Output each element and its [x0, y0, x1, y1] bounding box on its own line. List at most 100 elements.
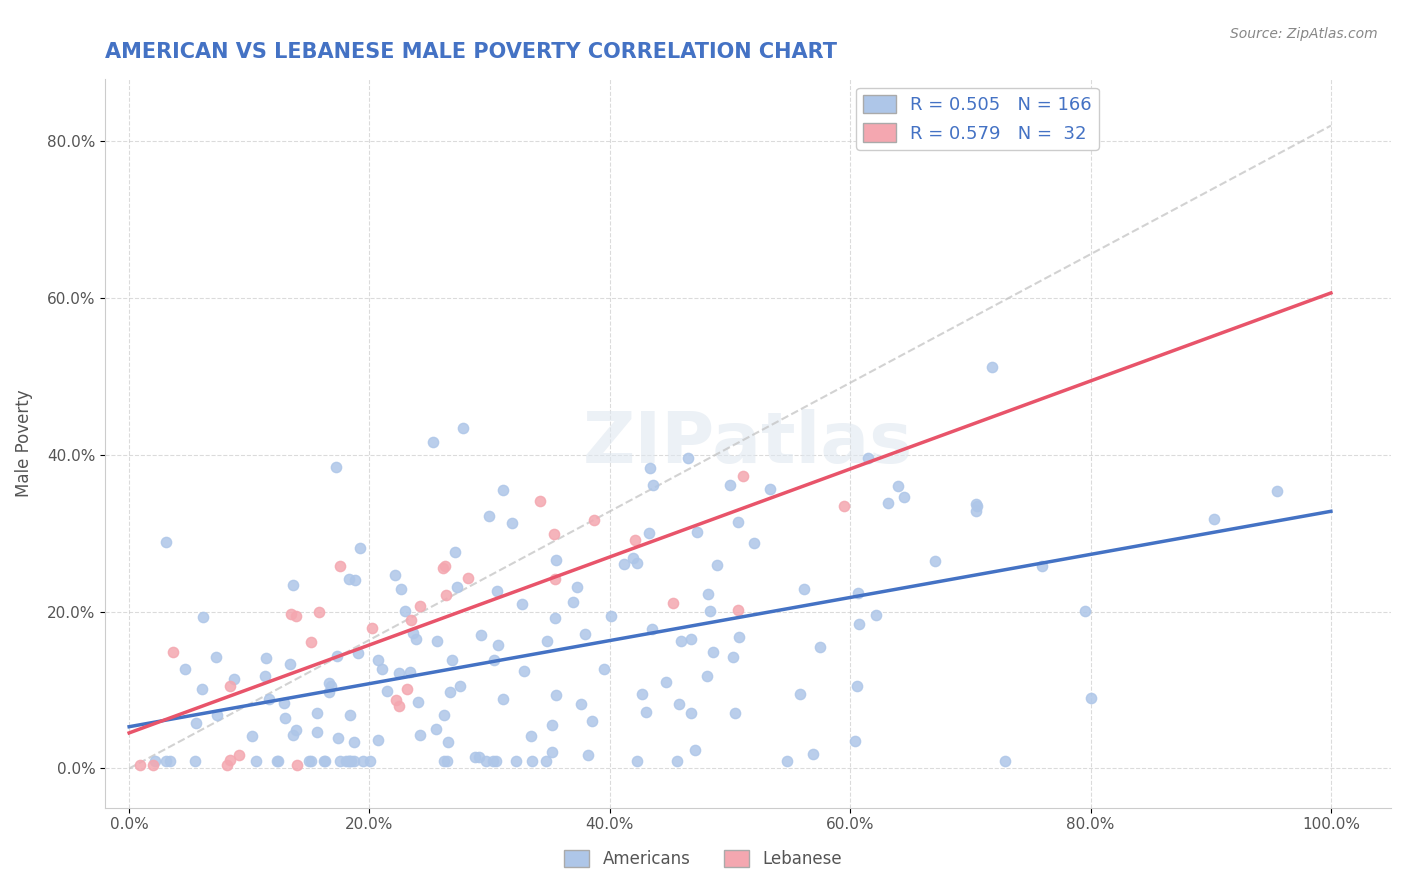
Point [155, 754, 177, 768]
Point [877, 496, 900, 510]
Point [759, 482, 782, 496]
Point [343, 735, 366, 749]
Point [314, 754, 336, 768]
Point [576, 748, 599, 763]
Point [307, 724, 329, 739]
Point [186, 715, 208, 730]
Point [402, 626, 425, 640]
Point [721, 649, 744, 664]
Point [470, 627, 492, 641]
Point [434, 588, 457, 602]
Point [541, 745, 564, 759]
Point [567, 580, 589, 594]
Point [1073, 604, 1095, 618]
Point [394, 604, 416, 618]
Point [728, 631, 751, 645]
Point [395, 681, 418, 696]
Point [389, 582, 412, 596]
Point [432, 754, 454, 768]
Point [318, 676, 340, 690]
Point [858, 450, 880, 465]
Point [486, 638, 509, 652]
Point [801, 747, 824, 761]
Point [384, 693, 406, 707]
Point [965, 497, 987, 511]
Point [326, 648, 349, 663]
Point [581, 714, 603, 728]
Legend: R = 0.505   N = 166, R = 0.579   N =  32: R = 0.505 N = 166, R = 0.579 N = 32 [856, 87, 1099, 150]
Point [406, 695, 429, 709]
Point [205, 708, 228, 723]
Point [592, 662, 614, 676]
Point [285, 609, 308, 624]
Point [536, 634, 558, 648]
Point [129, 757, 152, 772]
Point [359, 754, 381, 768]
Point [337, 754, 360, 768]
Point [352, 754, 374, 768]
Point [278, 657, 301, 671]
Point [375, 684, 398, 698]
Point [510, 597, 533, 611]
Point [432, 561, 454, 575]
Point [966, 499, 988, 513]
Point [426, 634, 449, 648]
Point [681, 632, 703, 647]
Point [478, 508, 501, 523]
Point [190, 682, 212, 697]
Point [845, 679, 868, 693]
Point [744, 535, 766, 549]
Point [405, 632, 427, 646]
Text: ZIPatlas: ZIPatlas [583, 409, 912, 477]
Point [529, 494, 551, 508]
Point [981, 359, 1004, 374]
Point [274, 711, 297, 725]
Point [641, 622, 664, 636]
Point [844, 733, 866, 747]
Point [408, 728, 430, 742]
Point [808, 640, 831, 654]
Point [789, 687, 811, 701]
Point [215, 757, 238, 772]
Point [482, 653, 505, 667]
Point [720, 478, 742, 492]
Point [994, 754, 1017, 768]
Point [638, 461, 661, 475]
Point [569, 698, 592, 712]
Point [654, 674, 676, 689]
Point [446, 580, 468, 594]
Point [449, 679, 471, 693]
Point [668, 697, 690, 711]
Point [699, 604, 721, 618]
Point [347, 646, 370, 660]
Point [245, 754, 267, 768]
Point [388, 665, 411, 680]
Point [339, 754, 361, 768]
Point [965, 504, 987, 518]
Point [273, 697, 295, 711]
Point [1080, 691, 1102, 706]
Point [492, 692, 515, 706]
Point [696, 669, 718, 683]
Point [433, 559, 456, 574]
Point [335, 754, 357, 768]
Text: AMERICAN VS LEBANESE MALE POVERTY CORRELATION CHART: AMERICAN VS LEBANESE MALE POVERTY CORREL… [105, 42, 837, 62]
Point [613, 557, 636, 571]
Point [1031, 558, 1053, 573]
Point [505, 754, 527, 768]
Point [155, 534, 177, 549]
Point [184, 754, 207, 768]
Point [776, 754, 799, 768]
Point [299, 754, 322, 768]
Point [534, 754, 557, 768]
Point [253, 669, 276, 683]
Point [846, 586, 869, 600]
Point [299, 635, 322, 649]
Point [439, 685, 461, 699]
Point [662, 596, 685, 610]
Point [204, 650, 226, 665]
Point [371, 662, 394, 676]
Point [281, 728, 304, 742]
Point [638, 526, 661, 541]
Point [343, 573, 366, 587]
